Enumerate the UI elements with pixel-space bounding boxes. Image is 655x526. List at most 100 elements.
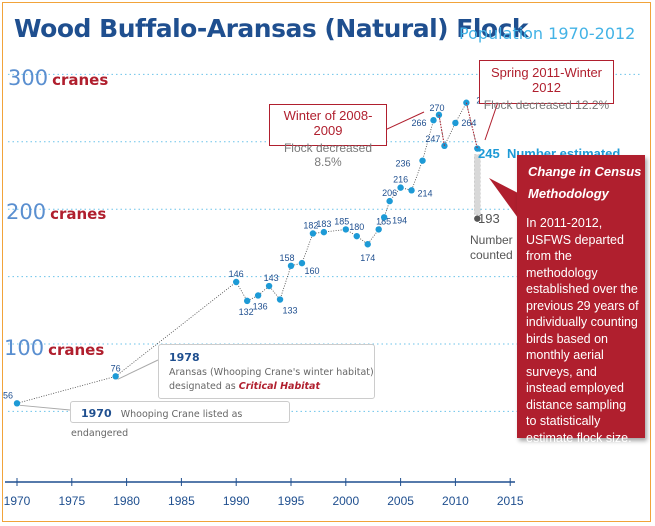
methodology-pointer xyxy=(489,178,518,218)
counted-label: Number counted xyxy=(470,233,513,263)
methodology-heading: Change in Census Methodology xyxy=(517,155,645,205)
data-label: 264 xyxy=(461,118,476,128)
data-point xyxy=(13,400,21,407)
data-label: 76 xyxy=(111,363,121,373)
data-point xyxy=(287,262,295,270)
data-point xyxy=(364,241,371,248)
callout-pointer xyxy=(484,101,499,141)
data-label: 185 xyxy=(376,216,391,226)
callout-heading: Spring 2011-Winter 2012 xyxy=(490,65,603,95)
chart-subtitle: Population 1970-2012 xyxy=(459,24,636,43)
estimate-value: 245 xyxy=(478,146,500,161)
y-label-unit: cranes xyxy=(52,71,109,89)
data-point xyxy=(112,373,119,380)
note-connector xyxy=(117,359,159,380)
y-label-value: 200 xyxy=(6,200,47,224)
note-1978: 1978 Aransas (Whooping Crane's winter ha… xyxy=(158,344,375,399)
data-label: 185 xyxy=(334,216,349,226)
data-point xyxy=(320,228,328,236)
data-label: 132 xyxy=(239,307,254,317)
note-1970: 1970 Whooping Crane listed as endangered xyxy=(70,401,290,439)
note-connector xyxy=(19,404,71,411)
data-point xyxy=(419,157,426,164)
counted-label-line2: counted xyxy=(470,248,513,262)
y-label-unit: cranes xyxy=(50,205,107,223)
data-point xyxy=(408,187,415,194)
data-point xyxy=(435,111,443,119)
data-label: 133 xyxy=(283,306,298,316)
critical-habitat-text: Critical Habitat xyxy=(238,381,320,392)
note-text: Whooping Crane listed as endangered xyxy=(71,409,243,439)
callout-spring-2011: Spring 2011-Winter 2012 Flock decreased … xyxy=(479,60,614,112)
methodology-box: Change in Census Methodology In 2011-201… xyxy=(517,155,645,445)
x-tick-label: 2010 xyxy=(442,494,469,508)
data-label: 56 xyxy=(3,390,13,400)
y-label-value: 300 xyxy=(8,66,49,90)
x-tick-label: 2000 xyxy=(332,494,359,508)
data-label: 182 xyxy=(303,220,318,230)
data-label: 174 xyxy=(360,253,375,263)
data-label: 206 xyxy=(382,188,397,198)
data-label: 146 xyxy=(229,269,244,279)
data-label: 236 xyxy=(395,159,410,169)
data-point xyxy=(452,119,459,127)
counted-label-line1: Number xyxy=(470,233,513,247)
data-point xyxy=(386,197,393,205)
counted-value: 193 xyxy=(478,211,500,226)
data-point xyxy=(353,232,360,240)
y-label-200: 200 cranes xyxy=(6,200,106,224)
data-label: 143 xyxy=(264,273,279,283)
data-label: 247 xyxy=(425,134,440,144)
data-label: 194 xyxy=(392,215,407,225)
x-tick-label: 2005 xyxy=(387,494,414,508)
data-label: 214 xyxy=(418,188,433,198)
x-tick-label: 1990 xyxy=(223,494,250,508)
y-label-100: 100 cranes xyxy=(4,336,104,360)
data-point xyxy=(342,226,349,233)
data-point xyxy=(265,282,273,290)
data-point xyxy=(309,230,317,237)
note-year: 1970 xyxy=(81,407,112,420)
chart-title: Wood Buffalo-Aransas (Natural) Flock xyxy=(14,14,529,43)
data-point xyxy=(375,226,382,233)
note-year: 1978 xyxy=(169,351,200,364)
x-tick-label: 1975 xyxy=(58,494,85,508)
callout-heading: Winter of 2008-2009 xyxy=(283,108,373,138)
callout-winter-2008: Winter of 2008-2009 Flock decreased 8.5% xyxy=(269,104,387,169)
data-label: 270 xyxy=(429,103,444,113)
data-point xyxy=(380,214,388,221)
data-point xyxy=(474,145,481,152)
methodology-heading-line1: Change in Census xyxy=(528,164,642,179)
methodology-body: In 2011-2012, USFWS departed from the me… xyxy=(526,216,639,445)
data-label: 180 xyxy=(349,222,364,232)
x-tick-label: 1995 xyxy=(278,494,305,508)
y-label-300: 300 cranes xyxy=(8,66,108,90)
data-label: 160 xyxy=(304,266,319,276)
data-point xyxy=(254,292,262,299)
data-label: 266 xyxy=(411,118,426,128)
data-label: 216 xyxy=(393,175,408,185)
note-line: Aransas (Whooping Crane's winter habitat… xyxy=(169,367,374,378)
decline-segment xyxy=(438,114,445,146)
methodology-heading-line2: Methodology xyxy=(528,186,609,201)
callout-pointer xyxy=(384,111,425,131)
decline-segment xyxy=(465,102,478,149)
y-label-value: 100 xyxy=(4,336,45,360)
data-point xyxy=(233,278,240,286)
note-line2: designated as Critical Habitat xyxy=(159,378,374,392)
data-label: 136 xyxy=(253,301,268,311)
counted-point xyxy=(474,215,481,222)
x-tick-label: 2015 xyxy=(497,494,524,508)
x-tick-label: 1970 xyxy=(4,494,31,508)
census-gap-bar xyxy=(474,154,481,215)
data-label: 183 xyxy=(316,219,331,229)
data-point xyxy=(276,296,284,303)
data-label: 158 xyxy=(279,253,294,263)
data-point xyxy=(298,259,306,267)
x-tick-label: 1985 xyxy=(168,494,195,508)
x-tick-label: 1980 xyxy=(113,494,140,508)
y-label-unit: cranes xyxy=(48,341,105,359)
data-point xyxy=(397,184,404,191)
data-point xyxy=(243,297,251,305)
callout-sub: Flock decreased 12.2% xyxy=(483,98,610,112)
